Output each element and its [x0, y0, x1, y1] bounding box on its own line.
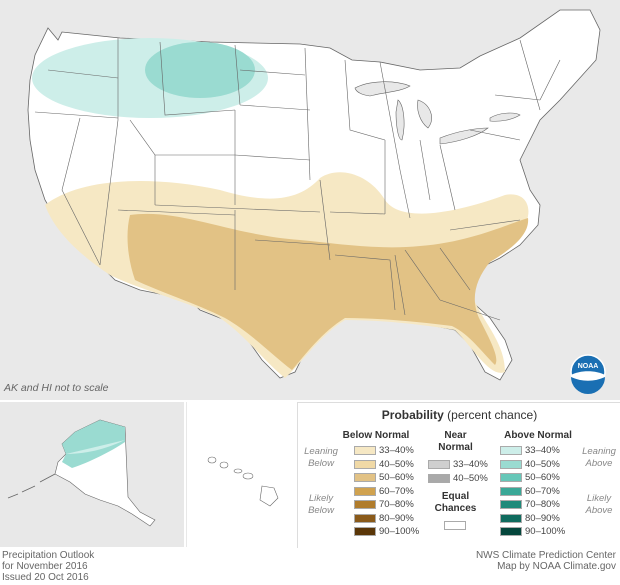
above-normal-heading: Above Normal: [504, 430, 572, 441]
leaning-below-label: Leaning Below: [300, 446, 342, 470]
equal-chances-line1: Equal: [441, 491, 470, 502]
above-normal-swatch: [500, 527, 522, 536]
leaning-below-line2: Below: [308, 458, 334, 469]
noaa-logo: NOAA: [570, 354, 606, 394]
alaska-above-normal: [62, 420, 125, 468]
below-normal-row: 33–40%: [354, 445, 414, 456]
below-normal-row: 60–70%: [354, 486, 414, 497]
equal-chances-line2: Chances: [434, 503, 477, 514]
below-normal-label: 60–70%: [379, 485, 414, 497]
near-normal-swatch: [428, 460, 450, 469]
footer-issued: Issued 20 Oct 2016: [2, 572, 89, 583]
legend-title: Probability (percent chance): [298, 408, 620, 422]
lake-ontario: [489, 112, 521, 122]
below-normal-row: 80–90%: [354, 513, 414, 524]
below-normal-40-50-region: [127, 213, 529, 370]
hawaii: [207, 456, 279, 507]
likely-below-line2: Below: [308, 505, 334, 516]
likely-above-line1: Likely: [586, 493, 612, 504]
below-normal-swatch: [354, 486, 376, 496]
lake-erie: [439, 127, 489, 145]
above-normal-label: 50–60%: [525, 472, 560, 483]
legend: Probability (percent chance) Below Norma…: [297, 402, 620, 548]
below-normal-swatch: [354, 446, 376, 455]
above-normal-swatch: [500, 486, 522, 496]
leaning-below-line1: Leaning: [304, 446, 338, 457]
below-normal-row: 70–80%: [354, 499, 414, 510]
above-normal-swatch: [500, 446, 522, 455]
likely-below-line1: Likely: [308, 493, 334, 504]
equal-chances-heading: Equal Chances: [428, 491, 483, 515]
scale-note: AK and HI not to scale: [4, 382, 109, 394]
below-normal-label: 33–40%: [379, 445, 414, 456]
footer-agency: NWS Climate Prediction Center: [475, 550, 616, 561]
below-normal-row: 90–100%: [354, 526, 419, 537]
leaning-above-label: Leaning Above: [578, 446, 620, 470]
near-normal-row: 40–50%: [428, 473, 488, 484]
above-normal-swatch: [500, 473, 522, 482]
below-normal-label: 80–90%: [379, 512, 414, 524]
footer-product: Precipitation Outlook: [2, 550, 95, 561]
near-normal-label: 40–50%: [453, 472, 488, 484]
near-normal-heading-line2: Normal: [438, 442, 473, 453]
above-normal-label: 33–40%: [525, 445, 560, 456]
above-normal-row: 33–40%: [500, 445, 560, 456]
above-normal-row: 60–70%: [500, 486, 560, 497]
alaska-hawaii-insets: [0, 402, 297, 547]
footer-period: for November 2016: [2, 561, 88, 572]
above-normal-swatch: [500, 459, 522, 469]
below-normal-swatch: [354, 500, 376, 509]
state-borders: [34, 38, 561, 321]
footer-left: Precipitation Outlook for November 2016 …: [2, 550, 94, 583]
lake-michigan: [395, 99, 405, 141]
likely-above-line2: Above: [585, 505, 613, 516]
below-normal-row: 50–60%: [354, 472, 414, 483]
noaa-logo-text: NOAA: [578, 363, 599, 370]
below-normal-swatch: [354, 527, 376, 536]
leaning-above-line1: Leaning: [582, 446, 616, 457]
leaning-above-line2: Above: [585, 458, 613, 469]
below-normal-heading: Below Normal: [342, 430, 410, 441]
below-normal-label: 90–100%: [379, 526, 420, 537]
above-normal-label: 80–90%: [525, 512, 560, 524]
footer-right: NWS Climate Prediction Center Map by NOA…: [476, 550, 616, 572]
above-normal-row: 40–50%: [500, 459, 560, 470]
above-normal-swatch: [500, 513, 522, 523]
above-normal-40-50-region: [145, 42, 255, 98]
legend-title-rest: (percent chance): [447, 408, 538, 422]
below-normal-swatch: [354, 513, 376, 523]
below-normal-label: 70–80%: [379, 499, 414, 510]
above-normal-row: 70–80%: [500, 499, 560, 510]
legend-title-bold: Probability: [381, 408, 444, 422]
likely-below-label: Likely Below: [300, 493, 342, 517]
above-normal-label: 60–70%: [525, 485, 560, 497]
below-normal-swatch: [354, 473, 376, 482]
above-normal-row: 80–90%: [500, 513, 560, 524]
above-normal-label: 90–100%: [525, 526, 566, 537]
near-normal-row: 33–40%: [428, 459, 488, 470]
near-normal-heading-line1: Near: [444, 430, 467, 441]
near-normal-label: 33–40%: [453, 459, 488, 470]
lake-superior: [354, 81, 411, 97]
below-normal-label: 50–60%: [379, 472, 414, 483]
likely-above-label: Likely Above: [578, 493, 620, 517]
above-normal-label: 40–50%: [525, 458, 560, 470]
above-normal-swatch: [500, 500, 522, 509]
lake-huron: [417, 99, 432, 129]
aleutian-islands: [7, 473, 56, 499]
above-normal-row: 50–60%: [500, 472, 560, 483]
equal-chances-swatch: [444, 521, 466, 530]
below-normal-label: 40–50%: [379, 458, 414, 470]
near-normal-heading: Near Normal: [423, 430, 488, 454]
footer-credit: Map by NOAA Climate.gov: [497, 561, 616, 572]
near-normal-swatch: [428, 473, 450, 483]
above-normal-label: 70–80%: [525, 499, 560, 510]
above-normal-row: 90–100%: [500, 526, 565, 537]
below-normal-row: 40–50%: [354, 459, 414, 470]
below-normal-swatch: [354, 459, 376, 469]
precipitation-outlook-map: NOAA: [0, 0, 620, 400]
